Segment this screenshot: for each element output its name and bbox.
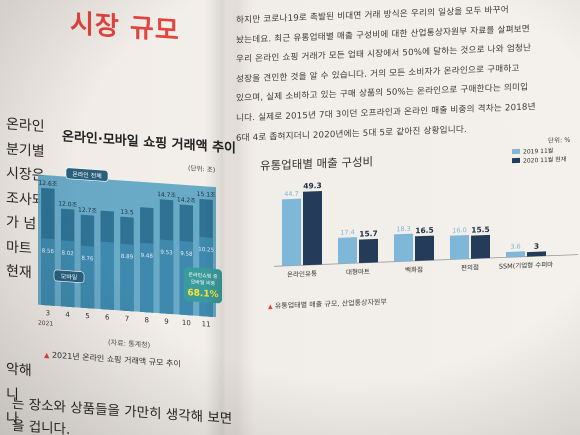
mobile-value-label: 8.76	[81, 256, 94, 263]
bar-value-label: 49.3	[303, 181, 322, 191]
left-chart-source: (자료: 통계청)	[108, 338, 151, 350]
side-text-line: 악해	[6, 361, 32, 380]
online-value-label: 14.2조	[177, 196, 196, 204]
callout-line1: 온라인쇼핑 중	[188, 271, 218, 280]
legend-2020-swatch	[512, 157, 520, 164]
category-label: 편의점	[461, 262, 479, 272]
mobile-value-label: 8.02	[62, 250, 74, 257]
x-tick-label: 7	[125, 315, 129, 323]
bar-2019	[338, 237, 357, 264]
bar-2019	[282, 198, 301, 267]
right-body-paragraph: 하지만 코로나19로 촉발된 비대면 거래 방식은 우리의 일상을 모두 바꾸어…	[236, 0, 576, 149]
caption-marker-icon: ▲	[268, 303, 273, 311]
online-value-label: 12.7조	[78, 206, 97, 214]
mobile-bar	[80, 245, 95, 309]
bar-2020	[415, 235, 434, 261]
online-shopping-chart: 12.6조 8.56 3 12.0조 8.02 4 12.7조 8.76 5 6 13.5 8.89 7…	[38, 167, 222, 329]
left-page: 시장 규모 온라인 분기별 시장은 조사되 가 넘 마트 현재 악해 니 나 온라인·모바일 쇼…	[0, 0, 236, 435]
x-tick-label: 3	[46, 309, 50, 317]
x-tick-label: 6	[105, 313, 110, 321]
mobile-share-callout	[184, 267, 222, 304]
bar-2019	[450, 234, 469, 260]
mobile-value-label: 8.56	[42, 248, 55, 255]
bar-2020	[471, 234, 490, 259]
x-tick-label: 8	[145, 316, 149, 324]
legend-online-label: 온라인 전체	[72, 170, 101, 180]
legend-online-box	[65, 167, 109, 182]
legend-mobile-box	[53, 269, 85, 283]
bar-value-label: 3.6	[510, 242, 520, 250]
mobile-bar	[159, 239, 174, 315]
side-text-line: 온라인	[6, 116, 45, 136]
bar-value-label: 15.5	[471, 225, 490, 235]
legend-2019-label: 2019 11월	[523, 147, 553, 156]
bar-2020	[527, 251, 546, 257]
bar-value-label: 16.5	[415, 226, 434, 236]
category-label: 온라인유통	[287, 269, 317, 279]
bar-value-label: 16.0	[452, 226, 466, 235]
left-bottom-text: 는 장소와 상품들을 가만히 생각해 보면 을 겁니다.	[12, 393, 232, 435]
section-heading: 시장 규모	[70, 8, 180, 47]
x-tick-label: 9	[164, 317, 168, 325]
mobile-value-label: 9.58	[180, 251, 193, 258]
bar-value-label: 18.3	[396, 225, 410, 234]
caption-marker-icon: ▲	[44, 351, 50, 360]
category-label: 백화점	[405, 265, 423, 275]
bar-2019	[506, 251, 525, 258]
mobile-bar	[140, 242, 154, 313]
year-label: 2021	[38, 320, 53, 328]
bar-2020	[303, 190, 322, 266]
online-value-label: 13.5	[120, 209, 134, 217]
callout-line2: 모바일 비중	[191, 278, 216, 287]
category-label: SSM(기업형 수퍼마	[499, 260, 553, 271]
book-gutter	[205, 0, 243, 435]
bar-value-label: 44.7	[284, 190, 298, 199]
legend-mobile-label: 모바일	[61, 272, 78, 281]
right-caption-text: 유통업태별 매출 규모, 산업통상자원부	[274, 297, 387, 311]
mobile-value-label: 9.48	[141, 253, 154, 260]
x-tick-label: 11	[202, 320, 211, 329]
legend-2020-label: 2020 11월 현재	[523, 155, 566, 165]
x-tick-label: 5	[85, 312, 89, 320]
right-chart-caption: ▲ 유통업태별 매출 규모, 산업통상자원부	[268, 297, 387, 312]
right-page: 하지만 코로나19로 촉발된 비대면 거래 방식은 우리의 일상을 모두 바꾸어…	[230, 0, 580, 435]
bar-2020	[359, 238, 378, 264]
x-tick-label: 4	[65, 311, 70, 319]
bar-value-label: 3	[534, 242, 539, 251]
legend-2019-swatch	[512, 148, 520, 155]
online-value-label: 12.0조	[58, 200, 77, 208]
mobile-value-label: 9.53	[160, 250, 173, 257]
callout-value: 68.1%	[187, 288, 218, 300]
online-value-label: 12.6조	[38, 180, 57, 188]
left-chart-caption: ▲ 2021년 온라인 쇼핑 거래액 규모 추이	[44, 349, 181, 370]
online-value-label: 14.7조	[157, 191, 176, 199]
bar-value-label: 15.7	[359, 229, 378, 239]
mobile-bar	[100, 241, 114, 310]
mobile-value-label: 8.89	[121, 254, 134, 261]
category-label: 대형마트	[346, 267, 370, 277]
mobile-bar	[41, 238, 55, 306]
online-value-label: 15.1조	[197, 191, 216, 199]
mobile-bar	[120, 243, 134, 312]
mobile-value-label: 10.25	[198, 247, 214, 254]
bar-value-label: 17.4	[340, 228, 354, 237]
bar-2019	[394, 233, 413, 262]
left-caption-text: 2021년 온라인 쇼핑 거래액 규모 추이	[51, 350, 181, 369]
x-tick-label: 10	[182, 319, 191, 328]
